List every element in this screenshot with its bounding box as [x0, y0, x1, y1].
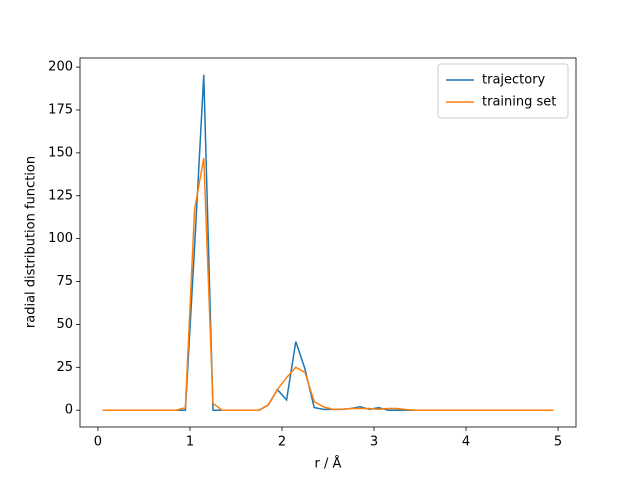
plot-frame — [79, 57, 577, 428]
y-tick-label: 0 — [65, 403, 73, 418]
line-series — [102, 74, 554, 411]
y-tick-label: 75 — [56, 274, 73, 289]
y-tick-label: 100 — [48, 231, 73, 246]
y-tick-label: 175 — [48, 102, 73, 117]
x-tick-label: 2 — [278, 435, 286, 450]
y-axis-label: radial distribution function — [24, 156, 39, 328]
x-tick-label: 5 — [554, 435, 562, 450]
y-tick-label: 200 — [48, 60, 73, 75]
y-tick-label: 150 — [48, 145, 73, 160]
legend-box — [437, 63, 569, 119]
y-tick-label: 125 — [48, 188, 73, 203]
legend-label: trajectory — [482, 73, 546, 88]
line-series — [102, 157, 554, 411]
y-tick-label: 25 — [56, 360, 73, 375]
x-tick-label: 0 — [94, 435, 102, 450]
legend-label: training set — [482, 95, 556, 110]
x-axis-label: r / Å — [315, 456, 342, 472]
y-tick-label: 50 — [56, 317, 73, 332]
x-tick-label: 1 — [186, 435, 194, 450]
x-tick-label: 4 — [462, 435, 470, 450]
x-tick-label: 3 — [370, 435, 378, 450]
